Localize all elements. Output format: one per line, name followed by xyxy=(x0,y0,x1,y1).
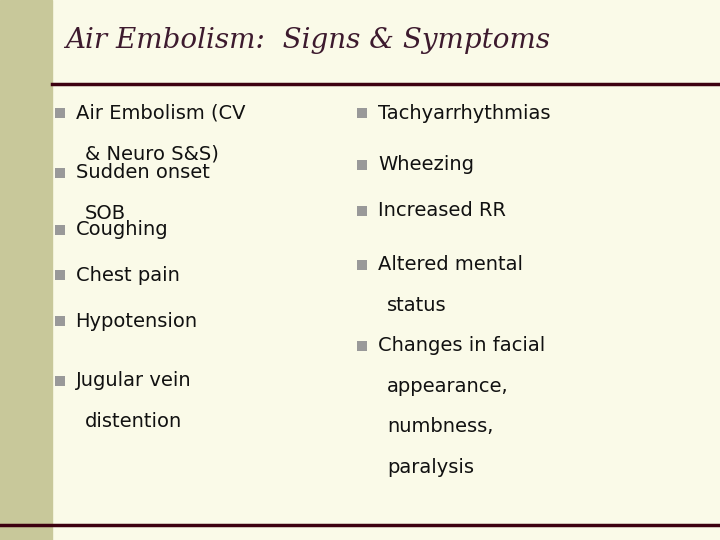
Point xyxy=(54,109,66,118)
Point xyxy=(356,260,368,269)
Point xyxy=(54,317,66,326)
Text: & Neuro S&S): & Neuro S&S) xyxy=(85,144,219,164)
Point xyxy=(356,160,368,169)
Point xyxy=(54,168,66,177)
Text: distention: distention xyxy=(85,411,182,431)
Bar xyxy=(0,0,52,540)
Point xyxy=(356,206,368,215)
Text: SOB: SOB xyxy=(85,204,126,223)
Text: Jugular vein: Jugular vein xyxy=(76,371,192,390)
Point xyxy=(356,109,368,118)
Text: Sudden onset: Sudden onset xyxy=(76,163,210,183)
Text: Air Embolism:  Signs & Symptoms: Air Embolism: Signs & Symptoms xyxy=(65,27,550,54)
Text: appearance,: appearance, xyxy=(387,376,509,396)
Text: Changes in facial: Changes in facial xyxy=(378,336,545,355)
Point xyxy=(54,271,66,280)
Point xyxy=(54,225,66,234)
Point xyxy=(54,376,66,385)
Text: Air Embolism (CV: Air Embolism (CV xyxy=(76,104,245,123)
Text: Chest pain: Chest pain xyxy=(76,266,179,285)
Text: Coughing: Coughing xyxy=(76,220,168,239)
Text: Wheezing: Wheezing xyxy=(378,155,474,174)
Text: Tachyarrhythmias: Tachyarrhythmias xyxy=(378,104,551,123)
Text: Increased RR: Increased RR xyxy=(378,201,506,220)
Text: status: status xyxy=(387,295,447,315)
Text: paralysis: paralysis xyxy=(387,457,474,477)
Text: numbness,: numbness, xyxy=(387,417,494,436)
Text: Hypotension: Hypotension xyxy=(76,312,198,331)
Text: Altered mental: Altered mental xyxy=(378,255,523,274)
Point xyxy=(356,341,368,350)
